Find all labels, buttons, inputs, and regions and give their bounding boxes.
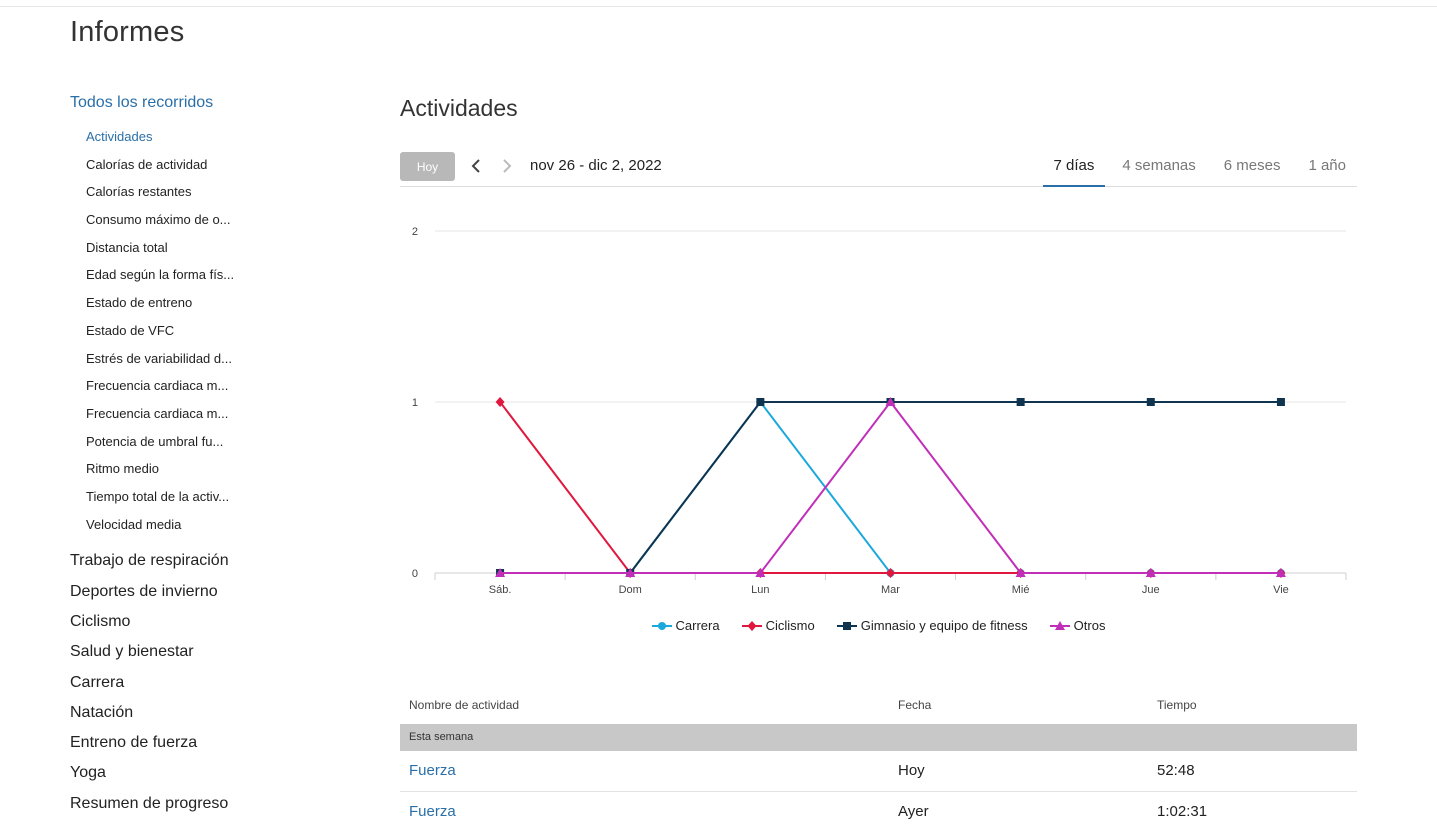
x-tick-label: Dom [619, 584, 642, 596]
square-marker-icon [836, 621, 857, 630]
y-tick-label: 1 [412, 397, 418, 409]
sidebar-item-actividades[interactable]: Actividades [86, 129, 153, 144]
x-tick-label: Jue [1142, 584, 1160, 596]
data-point [495, 397, 505, 407]
data-point [886, 568, 895, 578]
triangle-marker-icon [1049, 620, 1070, 630]
sidebar-groups: Trabajo de respiración Deportes de invie… [70, 546, 330, 819]
sidebar-item-calorias-actividad[interactable]: Calorías de actividad [86, 156, 208, 172]
section-title: Actividades [400, 95, 518, 121]
data-point [1146, 398, 1155, 406]
sidebar-group-all-activities[interactable]: Todos los recorridos [70, 94, 214, 111]
activity-link[interactable]: Fuerza [409, 803, 456, 820]
x-tick-label: Lun [751, 584, 769, 596]
sidebar-subitems: Actividades Calorías de actividad Calorí… [86, 123, 330, 538]
sidebar-group-natacion[interactable]: Natación [70, 703, 134, 721]
table-row: Fuerza Hoy 52:48 [400, 751, 1357, 792]
today-button[interactable]: Hoy [400, 152, 455, 181]
tab-1-ano[interactable]: 1 año [1308, 157, 1346, 174]
data-point [1016, 398, 1025, 406]
sidebar-item-estado-vfc[interactable]: Estado de VFC [86, 322, 175, 338]
x-tick-label: Mar [881, 584, 900, 596]
sidebar-item-potencia-umbral[interactable]: Potencia de umbral fu... [86, 433, 224, 449]
chevron-left-icon[interactable] [466, 155, 486, 177]
data-point [625, 568, 636, 577]
table-row: Fuerza Ayer 1:02:31 [400, 792, 1357, 829]
date-toolbar: Hoy nov 26 - dic 2, 2022 7 días 4 semana… [400, 152, 1357, 187]
circle-marker-icon [651, 621, 672, 630]
sidebar-item-frecuencia-cardiaca-1[interactable]: Frecuencia cardiaca m... [86, 378, 229, 394]
activity-time: 52:48 [1157, 762, 1195, 779]
legend-label: Ciclismo [765, 618, 815, 633]
top-divider [0, 6, 1437, 7]
sidebar-group-ciclismo[interactable]: Ciclismo [70, 612, 131, 630]
reports-sidebar: Todos los recorridos Actividades Caloría… [70, 92, 330, 819]
sidebar-item-ritmo-medio[interactable]: Ritmo medio [86, 461, 159, 477]
sidebar-item-edad-forma-fisica[interactable]: Edad según la forma fís... [86, 267, 235, 283]
sidebar-item-consumo-maximo[interactable]: Consumo máximo de o... [86, 212, 231, 228]
activity-date: Hoy [898, 762, 925, 779]
series-line [500, 400, 1281, 574]
y-tick-label: 0 [412, 568, 418, 580]
activities-chart: 0 1 2 Sáb. Dom Lun Mar Mié Jue Vie [400, 210, 1357, 640]
sidebar-group-invierno[interactable]: Deportes de invierno [70, 582, 218, 600]
header-date[interactable]: Fecha [898, 698, 932, 712]
sidebar-item-estres-variabilidad[interactable]: Estrés de variabilidad d... [86, 350, 232, 366]
legend-entry[interactable]: Otros [1049, 618, 1106, 633]
diamond-marker-icon [741, 620, 762, 631]
tab-6-meses[interactable]: 6 meses [1223, 157, 1281, 174]
x-tick-label: Mié [1012, 584, 1030, 596]
sidebar-item-tiempo-total[interactable]: Tiempo total de la activ... [86, 488, 230, 504]
page-title: Informes [70, 16, 185, 48]
chevron-right-icon[interactable] [497, 155, 517, 177]
series-line [500, 400, 1281, 574]
report-main: Actividades Hoy nov 26 - dic 2, 2022 7 d… [400, 90, 1357, 820]
legend-label: Gimnasio y equipo de fitness [860, 618, 1028, 633]
data-point [1275, 568, 1286, 577]
x-tick-label: Vie [1273, 584, 1289, 596]
y-tick-label: 2 [412, 226, 418, 238]
sidebar-group-yoga[interactable]: Yoga [70, 764, 106, 782]
sidebar-group-respiracion[interactable]: Trabajo de respiración [70, 552, 229, 570]
tab-4-semanas[interactable]: 4 semanas [1122, 157, 1196, 174]
data-point [1145, 568, 1156, 577]
sidebar-group-fuerza[interactable]: Entreno de fuerza [70, 734, 198, 752]
header-time[interactable]: Tiempo [1157, 698, 1197, 712]
table-group-this-week: Esta semana [400, 724, 1357, 751]
range-tabs: 7 días 4 semanas 6 meses 1 año [1037, 152, 1358, 187]
activity-link[interactable]: Fuerza [409, 762, 456, 779]
data-point [755, 568, 766, 577]
sidebar-group-salud[interactable]: Salud y bienestar [70, 643, 194, 661]
activity-date: Ayer [898, 803, 929, 820]
legend-entry[interactable]: Carrera [651, 618, 720, 633]
chart-legend: Carrera Ciclismo Gimnasio y equipo de fitn… [400, 618, 1357, 633]
sidebar-group-progreso[interactable]: Resumen de progreso [70, 794, 229, 812]
date-range-label: nov 26 - dic 2, 2022 [530, 157, 662, 174]
activity-time: 1:02:31 [1157, 803, 1208, 820]
data-point [1276, 398, 1285, 406]
legend-entry[interactable]: Ciclismo [741, 618, 815, 633]
data-point [1015, 568, 1026, 577]
tab-7-dias[interactable]: 7 días [1042, 152, 1106, 187]
series-line [499, 401, 1281, 574]
table-header: Nombre de actividad Fecha Tiempo [400, 686, 1357, 724]
data-point [495, 568, 506, 577]
sidebar-item-frecuencia-cardiaca-2[interactable]: Frecuencia cardiaca m... [86, 405, 229, 421]
x-tick-label: Sáb. [489, 584, 512, 596]
header-activity-name[interactable]: Nombre de actividad [409, 698, 520, 712]
legend-label: Otros [1073, 618, 1106, 633]
data-point [885, 397, 896, 406]
sidebar-item-calorias-restantes[interactable]: Calorías restantes [86, 184, 192, 200]
data-point [756, 398, 765, 406]
legend-label: Carrera [675, 618, 720, 633]
sidebar-item-velocidad-media[interactable]: Velocidad media [86, 516, 182, 532]
sidebar-item-distancia-total[interactable]: Distancia total [86, 239, 168, 255]
legend-entry[interactable]: Gimnasio y equipo de fitness [836, 618, 1028, 633]
sidebar-group-carrera[interactable]: Carrera [70, 673, 125, 691]
series-line [500, 401, 1281, 574]
activities-line-chart: 0 1 2 Sáb. Dom Lun Mar Mié Jue Vie [412, 226, 1347, 596]
sidebar-item-estado-entreno[interactable]: Estado de entreno [86, 295, 193, 311]
activities-table: Nombre de actividad Fecha Tiempo Esta se… [400, 686, 1357, 829]
